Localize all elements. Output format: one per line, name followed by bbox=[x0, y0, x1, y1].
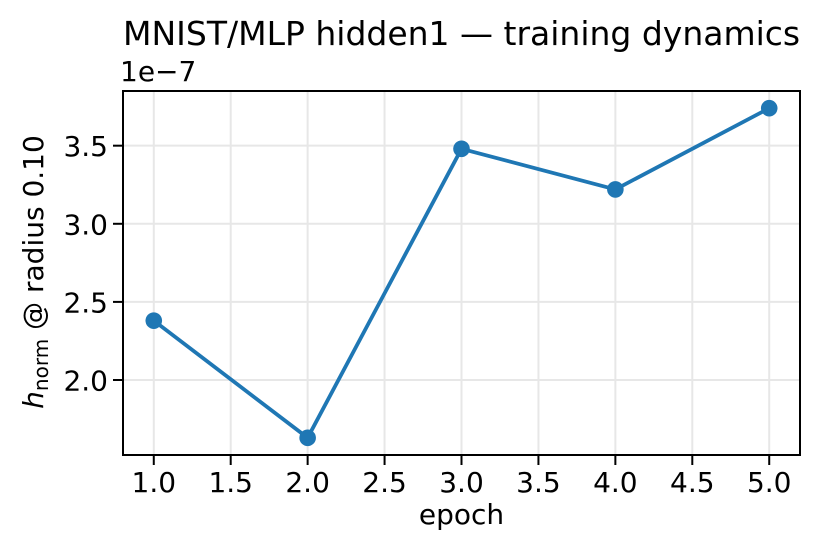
x-tick-label: 1.0 bbox=[132, 466, 177, 499]
data-point-marker bbox=[453, 140, 470, 158]
x-tick-label: 4.0 bbox=[593, 466, 638, 499]
y-tick-label: 2.5 bbox=[63, 286, 108, 319]
x-tick-label: 2.0 bbox=[285, 466, 330, 499]
x-tick-label: 2.5 bbox=[362, 466, 407, 499]
x-tick-label: 3.0 bbox=[439, 466, 484, 499]
data-point-marker bbox=[145, 312, 163, 329]
y-tick-label: 2.0 bbox=[63, 365, 108, 398]
y-tick-label: 3.5 bbox=[63, 130, 108, 163]
chart-title: MNIST/MLP hidden1 — training dynamics bbox=[123, 14, 801, 53]
data-point-marker bbox=[760, 99, 778, 117]
data-point-marker bbox=[607, 181, 624, 198]
x-tick-label: 4.5 bbox=[670, 466, 715, 499]
y-tick-label: 3.0 bbox=[63, 208, 108, 241]
x-axis-label: epoch bbox=[418, 498, 505, 531]
data-point-marker bbox=[299, 429, 316, 447]
y-axis-offset-label: 1e−7 bbox=[120, 55, 197, 88]
x-tick-label: 1.5 bbox=[208, 466, 253, 499]
x-tick-label: 3.5 bbox=[516, 466, 561, 499]
x-tick-label: 5.0 bbox=[747, 466, 792, 499]
